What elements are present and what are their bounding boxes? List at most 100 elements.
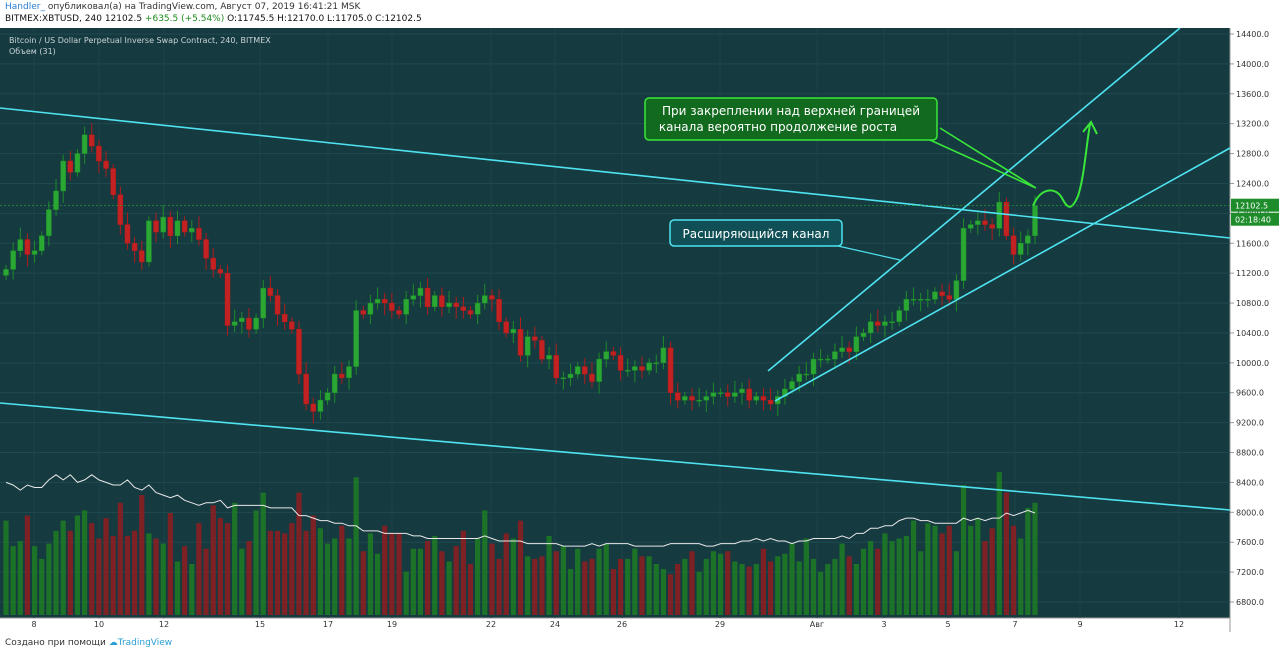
volume-bar [10, 546, 16, 615]
volume-bar [382, 525, 388, 615]
candle [331, 365, 338, 403]
volume-bar [710, 551, 717, 615]
volume-bar [875, 548, 881, 615]
volume-bar [753, 564, 759, 615]
candle-body [724, 392, 731, 397]
candle-body [417, 287, 424, 296]
candle-body [903, 299, 910, 311]
volume-bar [482, 510, 488, 615]
candle-body [167, 216, 174, 237]
candle [803, 362, 810, 381]
candle [417, 281, 424, 308]
candle [589, 362, 595, 388]
candle [510, 320, 517, 344]
upper-downtrend-line [0, 107, 1231, 239]
x-tick-label: 5 [945, 620, 950, 629]
candle [646, 358, 652, 375]
volume-bar [317, 528, 324, 615]
candle-body [989, 224, 995, 229]
candle [875, 309, 881, 332]
x-tick-label: 12 [1174, 620, 1184, 629]
author-link[interactable]: Handler_ [5, 2, 45, 12]
change-text: +635.5 (+5.54%) [144, 14, 225, 24]
tradingview-brand[interactable]: TradingView [117, 638, 173, 648]
candle [374, 287, 381, 310]
volume-bar [210, 505, 216, 615]
volume-bar [196, 523, 202, 615]
volume-bar [267, 530, 273, 615]
volume-bar [96, 538, 102, 615]
candle-body [803, 373, 810, 376]
y-tick-label: 11200.0 [1236, 269, 1269, 278]
volume-bar [939, 533, 945, 615]
candle-body [732, 392, 738, 397]
volume-bar [53, 530, 59, 615]
candle-body [374, 299, 381, 304]
candle-body [689, 396, 695, 401]
volume-bar [789, 543, 795, 615]
projection-arrow [1032, 123, 1091, 208]
volume-bar [610, 569, 616, 615]
candle [524, 330, 531, 368]
candle [567, 363, 574, 387]
candle-body [982, 220, 988, 225]
volume-bar [760, 548, 767, 615]
volume-bar [825, 564, 831, 615]
x-tick-label: 12 [159, 620, 169, 629]
candle-body [782, 388, 788, 397]
candle [231, 309, 238, 332]
chart-title: Bitcoin / US Dollar Perpetual Inverse Sw… [9, 36, 271, 45]
candle [281, 304, 288, 330]
candle [439, 287, 445, 317]
volume-bar [918, 551, 924, 615]
candle-body [1010, 235, 1017, 255]
candle [653, 354, 660, 373]
volume-bar [60, 520, 66, 615]
candle [703, 390, 710, 413]
candle-body [281, 314, 288, 322]
candle [610, 347, 617, 360]
candle [560, 371, 567, 390]
candle [210, 248, 216, 278]
volume-bar [410, 548, 416, 615]
candle-body [260, 287, 266, 319]
volume-bar [968, 525, 974, 615]
volume-bar [74, 515, 81, 615]
x-tick-label: 7 [1012, 620, 1017, 629]
candle [53, 178, 59, 216]
candle [910, 287, 917, 306]
candle [817, 349, 824, 368]
candle [753, 391, 760, 405]
volume-bar [260, 492, 266, 615]
candle [632, 360, 638, 383]
candle-body [810, 358, 817, 375]
candle-body [424, 287, 431, 308]
candle [260, 279, 266, 329]
volume-bar [653, 564, 659, 615]
candle-body [3, 269, 9, 276]
callout-connector-green [929, 127, 1037, 189]
volume-bar [682, 558, 688, 615]
price-chart[interactable]: 14400.0 14000.0 13600.0 13200.0 12800.0 12400… [0, 28, 1280, 632]
volume-bar [889, 541, 895, 615]
y-tick-label: 11600.0 [1236, 239, 1269, 248]
volume-bar [510, 538, 516, 615]
y-tick-label: 8800.0 [1236, 449, 1264, 458]
candle [110, 164, 116, 200]
footer-text: Создано при помощи [5, 638, 106, 648]
volume-bar [189, 564, 195, 615]
candle-body [210, 257, 216, 270]
volume-bar [360, 551, 366, 615]
volume-bar [810, 558, 817, 615]
volume-bar [460, 530, 466, 615]
candle [767, 388, 774, 411]
tradingview-logo-icon[interactable]: ☁ [108, 638, 118, 648]
volume-bar [274, 530, 281, 615]
candle [360, 306, 367, 319]
candle [474, 294, 481, 325]
expanding-channel-lower [774, 147, 1231, 402]
x-tick-label: 3 [881, 620, 886, 629]
volume-bar [3, 520, 9, 615]
candle-body [925, 299, 931, 301]
candle [367, 294, 374, 325]
